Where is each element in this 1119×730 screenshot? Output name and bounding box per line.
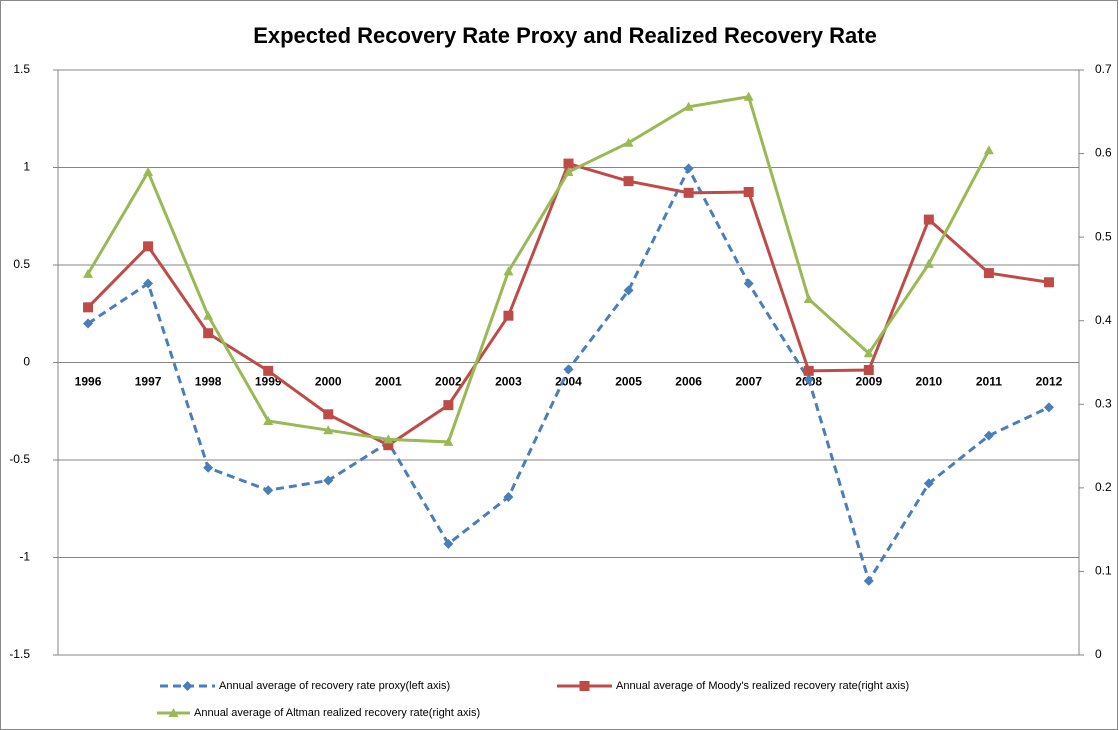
marker — [443, 436, 454, 446]
marker — [863, 348, 874, 358]
marker — [983, 430, 994, 441]
marker — [323, 425, 334, 435]
y2-tick-label: 0.5 — [1095, 229, 1112, 243]
x-tick-label: 1997 — [135, 375, 162, 389]
x-tick-label: 2005 — [615, 375, 642, 389]
x-tick-label: 2012 — [1036, 375, 1063, 389]
marker — [863, 575, 874, 586]
marker — [503, 310, 514, 321]
marker — [83, 268, 94, 278]
marker — [743, 91, 754, 101]
marker — [743, 187, 754, 198]
y-tick-label: 0.5 — [13, 257, 30, 271]
marker — [1043, 402, 1054, 413]
x-tick-label: 2003 — [495, 375, 522, 389]
marker — [263, 365, 274, 376]
marker — [983, 145, 994, 155]
marker — [803, 374, 814, 385]
marker — [803, 293, 814, 303]
marker — [923, 258, 934, 268]
marker — [563, 158, 574, 169]
y2-tick-label: 0.3 — [1095, 396, 1112, 410]
y-tick-label: 1 — [23, 160, 30, 174]
marker — [923, 214, 934, 225]
marker — [623, 285, 634, 296]
marker — [203, 462, 214, 473]
marker — [443, 400, 454, 411]
marker — [263, 416, 274, 425]
marker — [143, 241, 154, 252]
marker — [263, 485, 274, 496]
marker — [323, 475, 334, 486]
y-tick-label: -0.5 — [9, 452, 30, 466]
marker — [383, 434, 394, 444]
y2-tick-label: 0.2 — [1095, 480, 1112, 494]
y-tick-label: 0 — [23, 355, 30, 369]
x-tick-label: 2002 — [435, 375, 462, 389]
marker — [83, 318, 94, 329]
marker — [503, 266, 514, 276]
y-tick-label: -1.5 — [9, 647, 30, 661]
x-tick-label: 1996 — [75, 375, 102, 389]
marker — [323, 409, 334, 420]
marker — [623, 137, 634, 147]
x-tick-label: 2001 — [375, 375, 402, 389]
x-tick-label: 2006 — [675, 375, 702, 389]
marker — [683, 101, 694, 111]
y2-tick-label: 0 — [1095, 647, 1102, 661]
y2-tick-label: 0.7 — [1095, 62, 1112, 76]
y-tick-label: 1.5 — [13, 62, 30, 76]
marker — [203, 328, 214, 339]
marker — [143, 166, 154, 176]
marker — [683, 163, 694, 174]
x-tick-label: 2011 — [976, 375, 1002, 389]
chart-title: Expected Recovery Rate Proxy and Realize… — [253, 23, 877, 48]
marker — [579, 681, 590, 691]
x-tick-label: 2007 — [735, 375, 762, 389]
marker — [1043, 277, 1054, 288]
marker — [168, 708, 179, 717]
marker — [83, 302, 94, 313]
y2-tick-label: 0.1 — [1095, 564, 1112, 578]
marker — [182, 681, 193, 691]
legend-label: Annual average of recovery rate proxy(le… — [219, 680, 450, 692]
legend-label: Annual average of Moody's realized recov… — [616, 680, 909, 692]
marker — [383, 440, 394, 451]
marker — [863, 365, 874, 376]
marker — [503, 492, 514, 503]
series-line — [86, 95, 991, 444]
marker — [443, 538, 454, 549]
marker — [203, 310, 214, 320]
legend-label: Annual average of Altman realized recove… — [194, 707, 480, 719]
x-tick-label: 2009 — [855, 375, 882, 389]
marker — [683, 187, 694, 198]
marker — [563, 166, 574, 176]
x-tick-label: 1999 — [255, 375, 282, 389]
marker — [743, 278, 754, 289]
marker — [983, 268, 994, 279]
x-tick-label: 2010 — [916, 375, 943, 389]
y2-tick-label: 0.6 — [1095, 146, 1112, 160]
y2-tick-label: 0.4 — [1095, 313, 1112, 327]
x-tick-label: 1998 — [195, 375, 222, 389]
marker — [143, 278, 154, 289]
marker — [563, 364, 574, 375]
x-tick-label: 2000 — [315, 375, 342, 389]
x-tick-label: 2004 — [555, 375, 582, 389]
marker — [803, 365, 814, 376]
y-tick-label: -1 — [19, 550, 30, 564]
marker — [623, 176, 634, 187]
marker — [923, 478, 934, 489]
